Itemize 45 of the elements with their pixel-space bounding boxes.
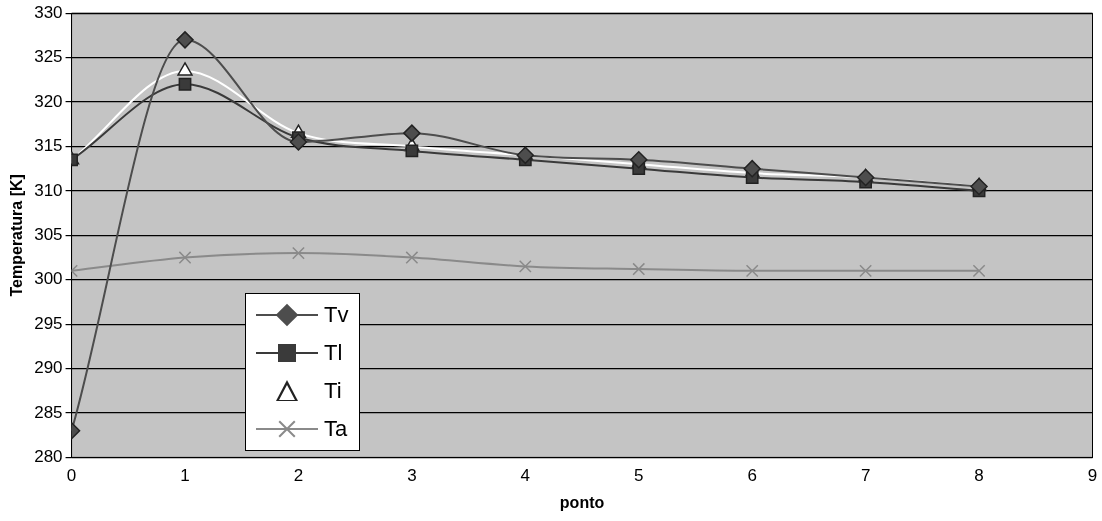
legend-label: Ti xyxy=(324,378,342,405)
point xyxy=(289,133,308,151)
point xyxy=(292,246,305,260)
y-tick-label: 300 xyxy=(34,269,63,289)
x-tick-label: 5 xyxy=(634,466,644,486)
legend-label: Ta xyxy=(324,416,348,443)
y-tick-label: 330 xyxy=(34,2,63,22)
y-tick-label: 285 xyxy=(34,402,63,422)
y-tick-label: 310 xyxy=(34,180,63,200)
y-axis-title: Temperatura [K] xyxy=(8,174,26,297)
point xyxy=(176,31,194,49)
legend-label: Tl xyxy=(324,340,343,367)
point xyxy=(632,262,646,276)
y-tick-label: 320 xyxy=(34,91,63,111)
y-tick-label: 305 xyxy=(34,224,63,244)
legend-label: Tv xyxy=(324,302,349,329)
y-tick-label: 325 xyxy=(34,47,63,67)
point xyxy=(178,77,192,91)
point xyxy=(403,124,421,142)
x-tick-label: 6 xyxy=(747,466,757,486)
x-tick-label: 7 xyxy=(860,466,871,486)
x-tick-label: 2 xyxy=(293,466,304,486)
x-tick-label: 0 xyxy=(66,466,77,486)
point xyxy=(972,264,986,278)
x-tick-label: 9 xyxy=(1087,466,1098,486)
x-tick-label: 3 xyxy=(407,466,417,486)
point xyxy=(970,177,988,196)
x-axis-title: ponto xyxy=(559,493,605,511)
point xyxy=(856,168,875,187)
y-tick-label: 280 xyxy=(34,447,63,467)
point xyxy=(518,259,532,273)
point xyxy=(177,62,193,76)
point xyxy=(743,159,761,178)
point xyxy=(178,251,192,264)
x-tick-label: 1 xyxy=(180,466,190,486)
x-tick-label: 8 xyxy=(974,466,984,486)
point xyxy=(405,251,419,264)
point xyxy=(859,264,873,278)
point xyxy=(405,144,419,158)
y-tick-label: 315 xyxy=(34,136,63,156)
x-tick-label: 4 xyxy=(520,466,531,486)
point xyxy=(516,146,535,165)
point xyxy=(745,264,759,278)
y-tick-label: 290 xyxy=(34,358,63,378)
y-tick-label: 295 xyxy=(34,313,63,333)
